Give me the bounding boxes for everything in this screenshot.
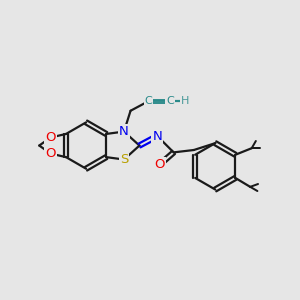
Text: S: S bbox=[120, 153, 128, 166]
Text: O: O bbox=[45, 131, 56, 144]
Text: O: O bbox=[154, 158, 165, 171]
Text: C: C bbox=[145, 96, 152, 106]
Text: C: C bbox=[166, 96, 174, 106]
Text: O: O bbox=[45, 147, 56, 160]
Text: N: N bbox=[119, 125, 129, 138]
Text: N: N bbox=[152, 130, 162, 142]
Text: H: H bbox=[181, 96, 189, 106]
